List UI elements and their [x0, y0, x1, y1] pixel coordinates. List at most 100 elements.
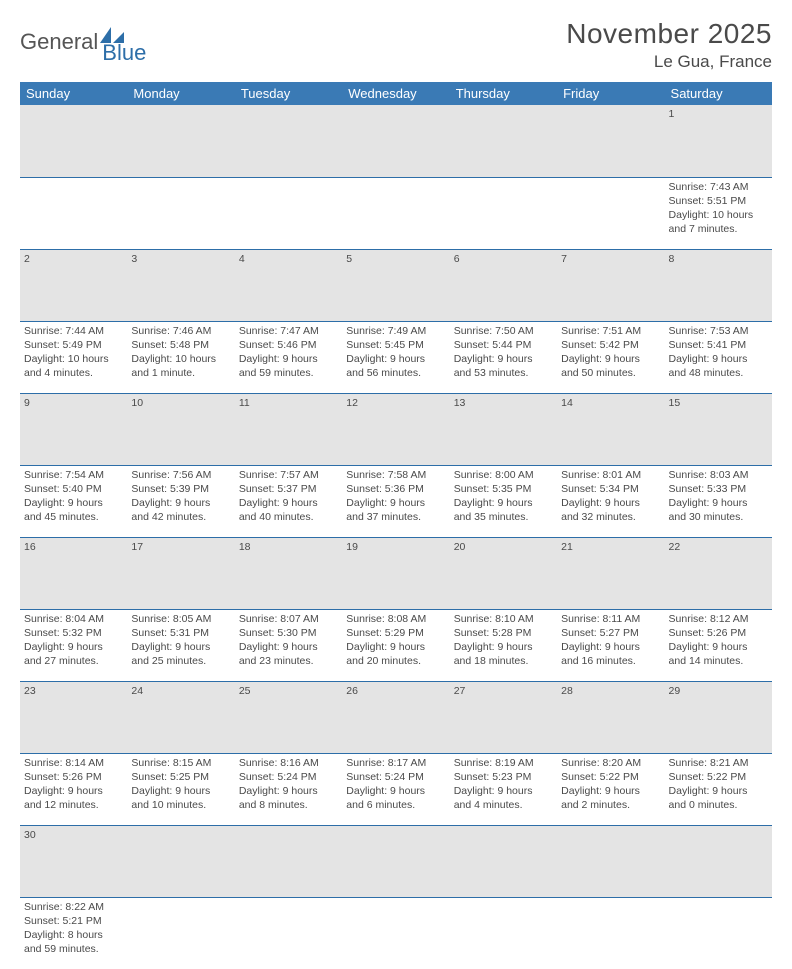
day-cell-line: Daylight: 9 hours: [24, 496, 123, 510]
day-header: Thursday: [450, 82, 557, 105]
day-number: 2: [20, 249, 127, 321]
day-cell: Sunrise: 7:44 AMSunset: 5:49 PMDaylight:…: [20, 321, 127, 393]
day-cell-line: Sunrise: 7:51 AM: [561, 324, 660, 338]
day-cell: Sunrise: 7:51 AMSunset: 5:42 PMDaylight:…: [557, 321, 664, 393]
day-cell-line: Sunset: 5:31 PM: [131, 626, 230, 640]
day-cell-line: Sunset: 5:44 PM: [454, 338, 553, 352]
day-number-row: 2345678: [20, 249, 772, 321]
day-header-row: Sunday Monday Tuesday Wednesday Thursday…: [20, 82, 772, 105]
day-cell-line: Daylight: 9 hours: [454, 640, 553, 654]
day-cell-line: Sunrise: 7:44 AM: [24, 324, 123, 338]
day-number: [20, 105, 127, 177]
day-number: [557, 825, 664, 897]
day-header: Friday: [557, 82, 664, 105]
day-cell: Sunrise: 8:17 AMSunset: 5:24 PMDaylight:…: [342, 753, 449, 825]
day-content-row: Sunrise: 7:44 AMSunset: 5:49 PMDaylight:…: [20, 321, 772, 393]
day-number-row: 23242526272829: [20, 681, 772, 753]
day-cell-line: Sunset: 5:51 PM: [669, 194, 768, 208]
day-cell-line: and 10 minutes.: [131, 798, 230, 812]
day-content-row: Sunrise: 7:54 AMSunset: 5:40 PMDaylight:…: [20, 465, 772, 537]
day-cell-line: Sunset: 5:41 PM: [669, 338, 768, 352]
day-cell-line: and 59 minutes.: [239, 366, 338, 380]
day-cell-line: Daylight: 9 hours: [346, 496, 445, 510]
day-cell-line: Sunset: 5:37 PM: [239, 482, 338, 496]
title-block: November 2025 Le Gua, France: [566, 18, 772, 72]
day-cell-line: and 50 minutes.: [561, 366, 660, 380]
day-cell-line: Sunset: 5:46 PM: [239, 338, 338, 352]
day-cell: Sunrise: 8:16 AMSunset: 5:24 PMDaylight:…: [235, 753, 342, 825]
day-cell: Sunrise: 8:12 AMSunset: 5:26 PMDaylight:…: [665, 609, 772, 681]
day-number: [127, 825, 234, 897]
day-cell-line: and 45 minutes.: [24, 510, 123, 524]
day-number: 17: [127, 537, 234, 609]
day-cell-line: Sunrise: 7:50 AM: [454, 324, 553, 338]
day-cell: Sunrise: 7:47 AMSunset: 5:46 PMDaylight:…: [235, 321, 342, 393]
day-cell-line: and 7 minutes.: [669, 222, 768, 236]
day-header: Saturday: [665, 82, 772, 105]
day-cell-line: and 42 minutes.: [131, 510, 230, 524]
day-cell-line: Sunrise: 8:16 AM: [239, 756, 338, 770]
day-cell: Sunrise: 8:00 AMSunset: 5:35 PMDaylight:…: [450, 465, 557, 537]
day-cell: Sunrise: 7:54 AMSunset: 5:40 PMDaylight:…: [20, 465, 127, 537]
day-number: 13: [450, 393, 557, 465]
day-cell-line: Sunset: 5:32 PM: [24, 626, 123, 640]
day-cell: Sunrise: 8:15 AMSunset: 5:25 PMDaylight:…: [127, 753, 234, 825]
day-cell: Sunrise: 8:21 AMSunset: 5:22 PMDaylight:…: [665, 753, 772, 825]
day-cell: [20, 177, 127, 249]
day-cell: [127, 177, 234, 249]
day-cell-line: Sunset: 5:48 PM: [131, 338, 230, 352]
day-cell-line: and 30 minutes.: [669, 510, 768, 524]
day-cell-line: Sunset: 5:24 PM: [239, 770, 338, 784]
day-number: 4: [235, 249, 342, 321]
day-cell-line: Sunset: 5:25 PM: [131, 770, 230, 784]
day-cell-line: Sunrise: 8:15 AM: [131, 756, 230, 770]
day-cell-line: Sunrise: 7:49 AM: [346, 324, 445, 338]
day-content-row: Sunrise: 8:14 AMSunset: 5:26 PMDaylight:…: [20, 753, 772, 825]
day-cell-line: and 56 minutes.: [346, 366, 445, 380]
day-cell-line: and 23 minutes.: [239, 654, 338, 668]
day-cell-line: Daylight: 9 hours: [346, 784, 445, 798]
day-cell-line: Daylight: 9 hours: [131, 496, 230, 510]
day-cell-line: and 1 minute.: [131, 366, 230, 380]
day-cell: [342, 177, 449, 249]
day-cell-line: Daylight: 9 hours: [669, 640, 768, 654]
day-cell-line: Sunrise: 7:57 AM: [239, 468, 338, 482]
day-cell: Sunrise: 7:43 AMSunset: 5:51 PMDaylight:…: [665, 177, 772, 249]
day-cell-line: and 4 minutes.: [24, 366, 123, 380]
day-cell-line: Sunset: 5:33 PM: [669, 482, 768, 496]
day-cell-line: and 25 minutes.: [131, 654, 230, 668]
day-cell-line: and 48 minutes.: [669, 366, 768, 380]
day-cell-line: Sunrise: 8:11 AM: [561, 612, 660, 626]
day-cell-line: Daylight: 9 hours: [669, 496, 768, 510]
day-cell: Sunrise: 7:57 AMSunset: 5:37 PMDaylight:…: [235, 465, 342, 537]
day-number: 21: [557, 537, 664, 609]
day-cell-line: Daylight: 9 hours: [131, 784, 230, 798]
day-cell-line: Sunrise: 8:12 AM: [669, 612, 768, 626]
day-header: Sunday: [20, 82, 127, 105]
day-cell: [235, 177, 342, 249]
day-cell-line: Daylight: 8 hours: [24, 928, 123, 942]
logo-text-general: General: [20, 29, 98, 55]
day-cell-line: Sunrise: 7:58 AM: [346, 468, 445, 482]
day-cell-line: Sunset: 5:21 PM: [24, 914, 123, 928]
day-cell: [665, 897, 772, 969]
day-cell: Sunrise: 8:07 AMSunset: 5:30 PMDaylight:…: [235, 609, 342, 681]
day-cell-line: Sunrise: 7:46 AM: [131, 324, 230, 338]
day-cell-line: Sunrise: 8:19 AM: [454, 756, 553, 770]
day-cell-line: Sunrise: 7:54 AM: [24, 468, 123, 482]
day-cell-line: and 59 minutes.: [24, 942, 123, 956]
day-number: 6: [450, 249, 557, 321]
day-cell-line: Daylight: 9 hours: [561, 352, 660, 366]
day-cell-line: Daylight: 9 hours: [454, 784, 553, 798]
day-cell: [450, 177, 557, 249]
day-content-row: Sunrise: 8:04 AMSunset: 5:32 PMDaylight:…: [20, 609, 772, 681]
day-cell-line: Sunset: 5:29 PM: [346, 626, 445, 640]
day-cell-line: Sunrise: 7:53 AM: [669, 324, 768, 338]
day-number: 24: [127, 681, 234, 753]
day-cell-line: Daylight: 9 hours: [561, 496, 660, 510]
day-cell-line: Sunset: 5:45 PM: [346, 338, 445, 352]
day-cell-line: and 8 minutes.: [239, 798, 338, 812]
day-number: 5: [342, 249, 449, 321]
day-cell: [127, 897, 234, 969]
day-cell-line: Daylight: 9 hours: [131, 640, 230, 654]
